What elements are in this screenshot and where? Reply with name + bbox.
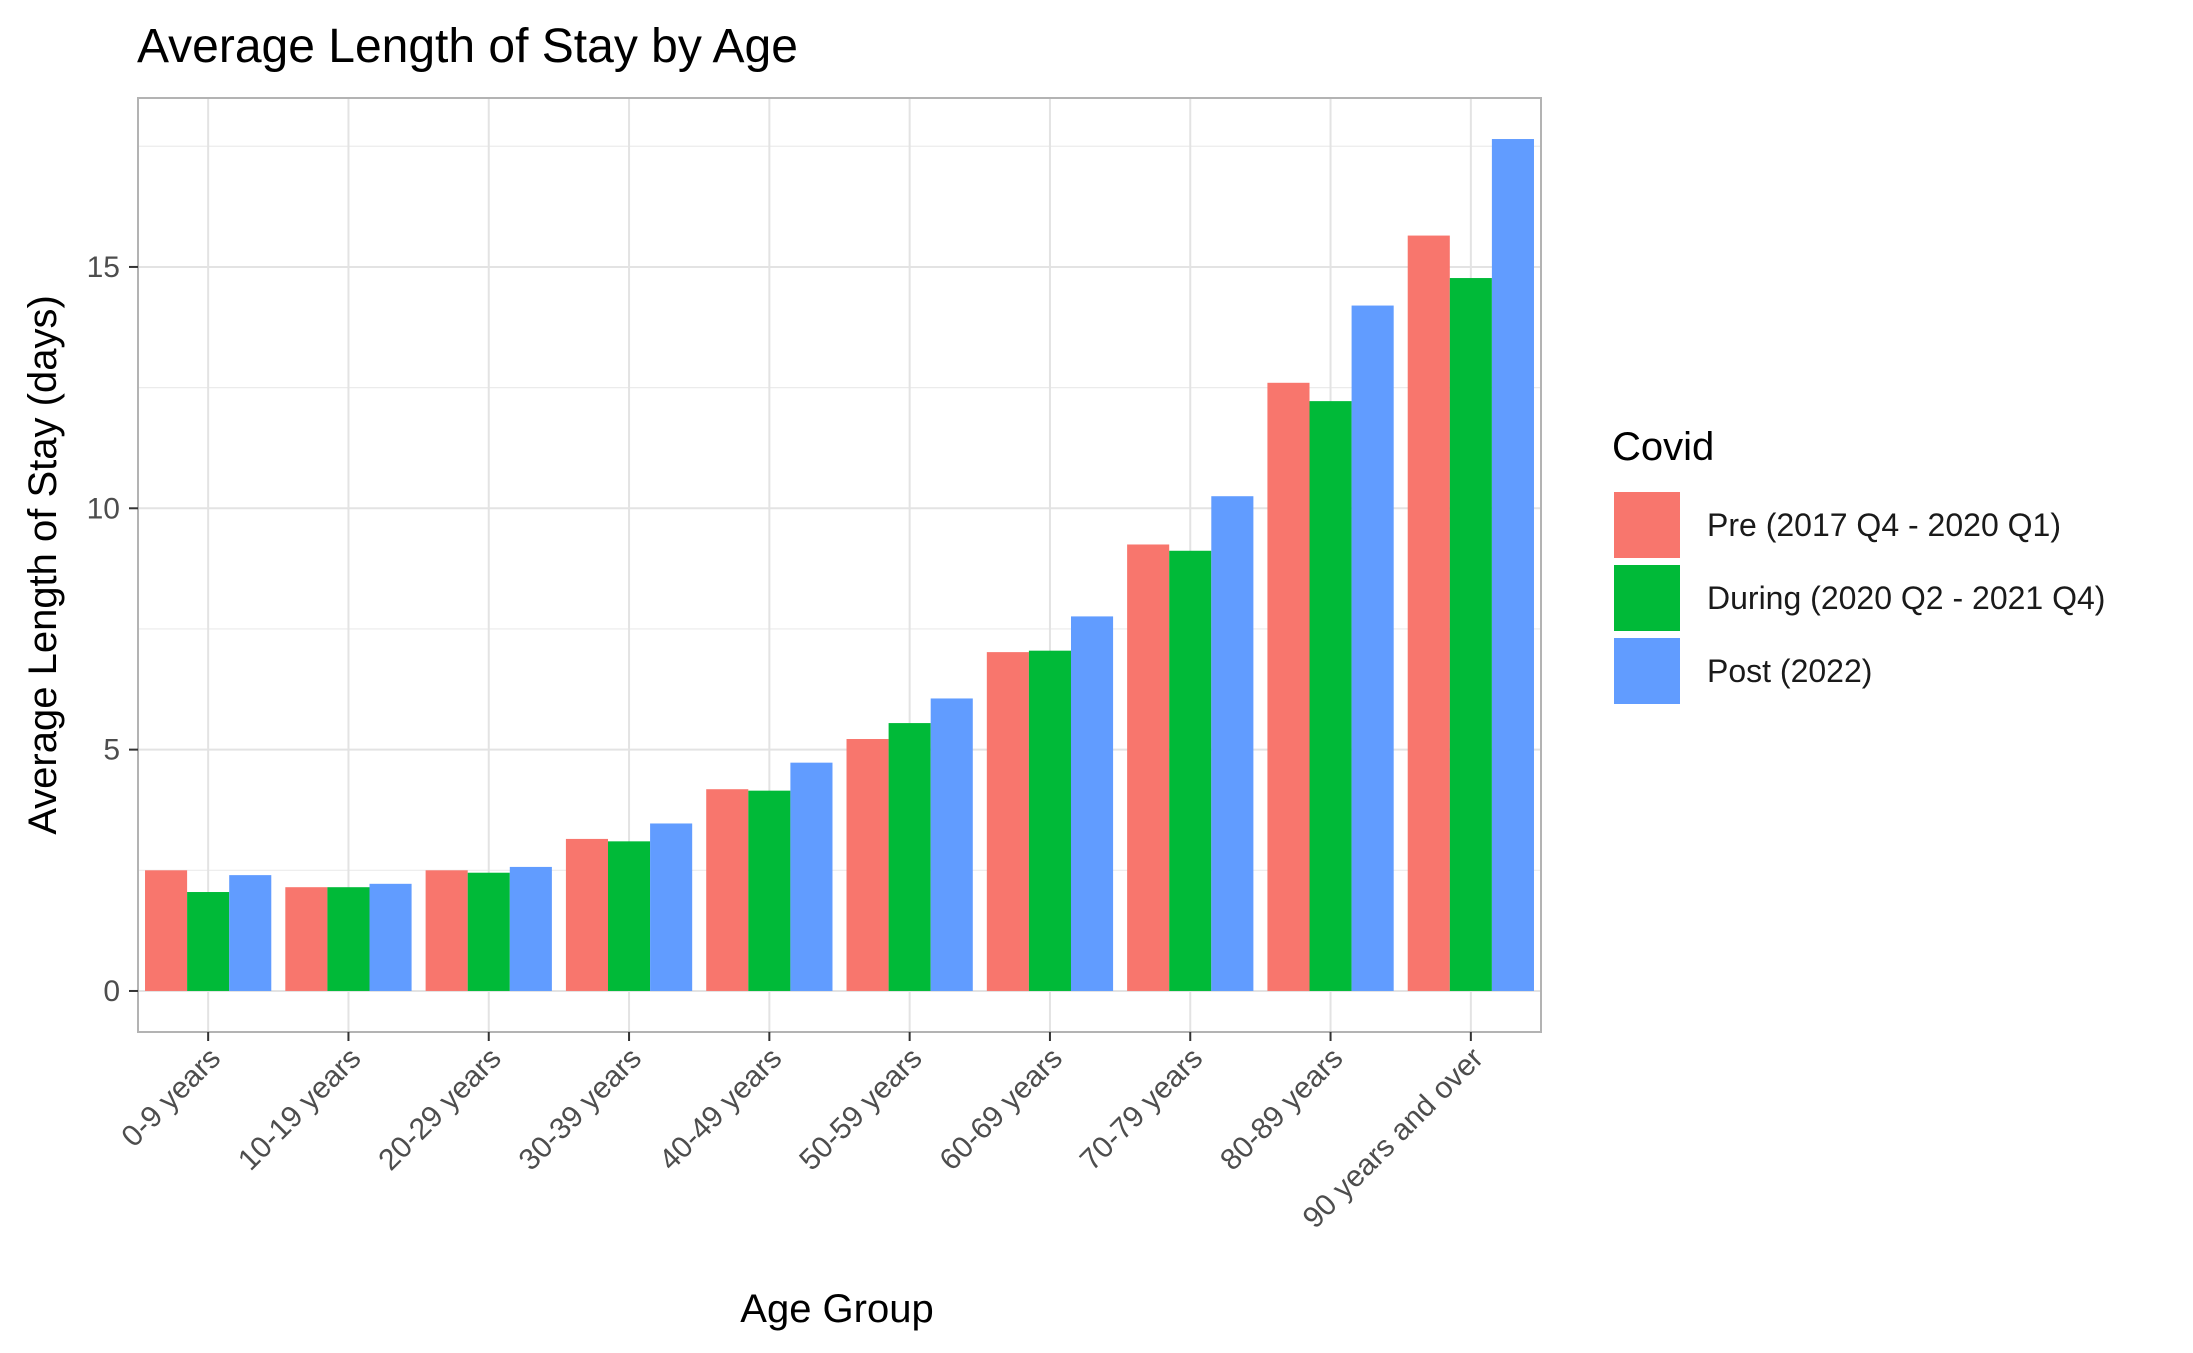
bar: [748, 790, 791, 991]
bar: [1070, 616, 1114, 991]
bar: [1449, 278, 1492, 991]
bar: [187, 892, 230, 991]
bar: [1491, 139, 1534, 991]
legend: Covid Pre (2017 Q4 - 2020 Q1) During (202…: [1612, 425, 2105, 706]
bar: [369, 883, 412, 991]
bar: [229, 875, 272, 991]
legend-swatch: [1614, 565, 1680, 631]
x-tick-label: 30-39 years: [513, 1042, 648, 1177]
legend-swatch: [1614, 492, 1680, 558]
bar: [425, 870, 468, 991]
y-tick-label: 0: [103, 975, 120, 1008]
chart-title: Average Length of Stay by Age: [137, 20, 798, 73]
y-tick-label: 15: [87, 251, 120, 284]
bar: [650, 823, 693, 991]
bar: [285, 887, 328, 991]
x-tick-label: 70-79 years: [1074, 1042, 1209, 1177]
y-tick-label: 5: [103, 734, 120, 767]
panel-border: [137, 97, 1542, 1033]
bar: [1169, 550, 1212, 991]
bar: [790, 762, 833, 991]
x-axis-title: Age Group: [740, 1287, 933, 1331]
legend-title: Covid: [1612, 425, 1714, 469]
bar: [1267, 382, 1310, 991]
x-tick-label: 50-59 years: [793, 1042, 928, 1177]
bar: [145, 870, 188, 991]
x-tick-label: 60-69 years: [934, 1042, 1069, 1177]
bar: [1028, 650, 1071, 991]
legend-swatch: [1614, 638, 1680, 704]
bar: [1351, 305, 1394, 991]
bar: [706, 789, 749, 991]
bar: [608, 841, 651, 991]
legend-label: Pre (2017 Q4 - 2020 Q1): [1707, 507, 2061, 543]
x-tick-label: 20-29 years: [372, 1042, 507, 1177]
bars: [145, 139, 1534, 991]
x-tick-label: 80-89 years: [1214, 1042, 1349, 1177]
x-tick-label: 40-49 years: [653, 1042, 788, 1177]
bar: [1127, 544, 1170, 991]
bar: [1211, 496, 1254, 991]
bar: [930, 698, 973, 991]
x-tick-label: 10-19 years: [232, 1042, 367, 1177]
bar: [467, 872, 510, 991]
bar: [1407, 235, 1450, 991]
bar: [327, 887, 370, 991]
bar: [986, 652, 1029, 991]
x-tick-label: 0-9 years: [115, 1042, 227, 1154]
bar: [1309, 401, 1352, 991]
bar: [888, 723, 931, 991]
y-tick-label: 10: [87, 492, 120, 525]
legend-label: During (2020 Q2 - 2021 Q4): [1707, 580, 2105, 616]
bar: [846, 739, 889, 991]
y-axis-title: Average Length of Stay (days): [21, 295, 65, 835]
bar: [509, 866, 552, 991]
bar: [565, 838, 609, 991]
legend-label: Post (2022): [1707, 653, 1872, 689]
